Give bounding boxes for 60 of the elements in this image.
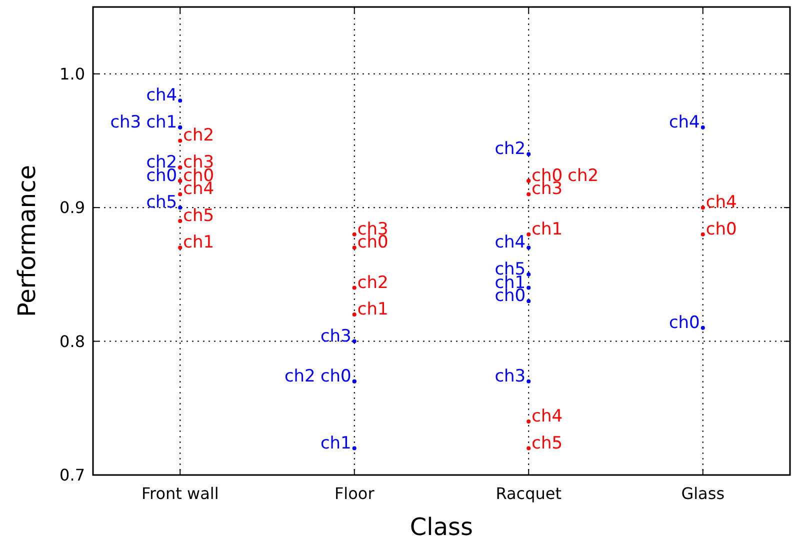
text: ch4 (494, 232, 526, 253)
point (700, 125, 705, 130)
y-tick-label: 1.0 (60, 64, 85, 84)
y-tick-label: 0.8 (60, 332, 85, 351)
text: ch2 (183, 126, 214, 146)
text: ch0 (320, 366, 352, 386)
point (352, 246, 356, 250)
y-tick-label: 0.7 (60, 466, 85, 485)
point (352, 232, 356, 236)
point (352, 312, 356, 317)
point (526, 420, 531, 424)
y-tick-label: 0.9 (60, 198, 85, 218)
point (526, 232, 531, 236)
y-axis-title: Performance (13, 164, 41, 318)
point (352, 339, 356, 344)
series-label: ch5 (532, 433, 563, 454)
point (700, 232, 705, 236)
text: ch4 (706, 192, 737, 213)
text: ch1 (146, 112, 178, 132)
point (526, 272, 531, 276)
text: ch0 (706, 219, 737, 240)
text: ch2 (494, 139, 526, 160)
text: ch0 (668, 312, 700, 333)
text: ch4 (532, 406, 563, 427)
series-label: ch1 (320, 433, 352, 454)
point (526, 152, 531, 156)
point (178, 138, 182, 143)
series-label: ch2 (357, 272, 388, 293)
point (526, 299, 531, 304)
point (526, 246, 531, 250)
point (526, 379, 531, 384)
text: ch2 (568, 166, 599, 186)
point (700, 206, 705, 210)
point (526, 446, 531, 450)
point (178, 246, 182, 250)
series-label: ch1 (357, 300, 388, 320)
point (352, 286, 356, 290)
point (178, 206, 182, 210)
text: ch3 (494, 366, 526, 386)
text: ch1 (183, 232, 214, 253)
series-label: ch3 (320, 326, 352, 346)
point (700, 326, 705, 330)
x-tick-label: Floor (334, 484, 375, 503)
text: ch4 (146, 86, 178, 106)
x-tick-label: Glass (681, 484, 725, 503)
text: ch3 (110, 112, 142, 132)
point (526, 192, 531, 196)
text: ch2 (284, 366, 316, 386)
text: ch1 (532, 219, 563, 240)
point (352, 446, 356, 450)
x-tick-label: Racquet (496, 484, 562, 503)
point (526, 286, 531, 290)
series-label: ch4 (668, 112, 700, 132)
x-tick-label: Front wall (141, 484, 219, 503)
series-label: ch5 (146, 192, 178, 213)
point (178, 192, 182, 196)
text: ch5 (183, 206, 214, 226)
x-axis-title: Class (410, 513, 474, 541)
point (178, 98, 182, 103)
point (178, 218, 182, 223)
